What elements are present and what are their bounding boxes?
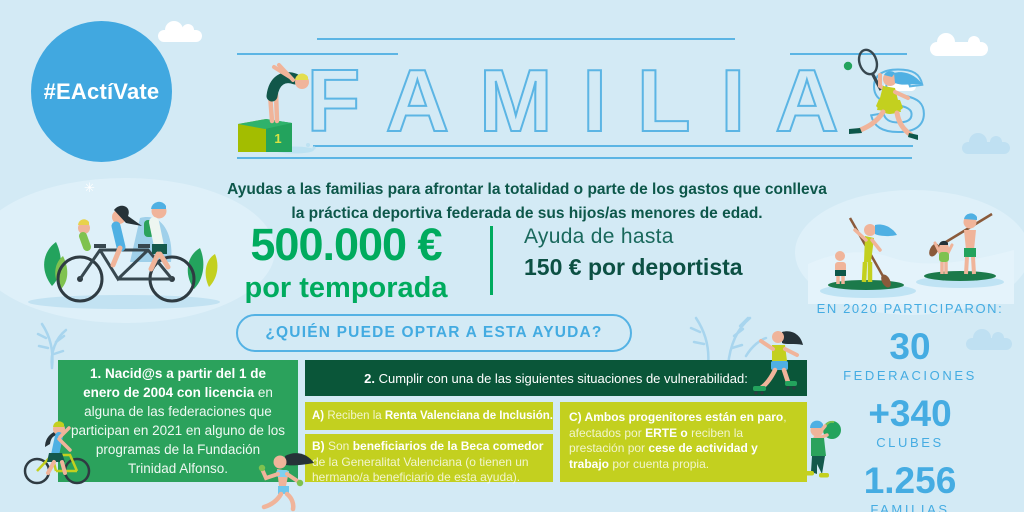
condition-2-text: 2. Cumplir con una de las siguientes sit… [364,371,748,386]
divider [490,226,493,295]
aid-amount: 150 € por deportista [524,254,743,280]
text-segment: 1. Nacid@s a partir del 1 de enero de 20… [83,365,266,400]
stat-label: FAMILIAS [870,502,950,512]
decorative-line [237,157,912,159]
intro-text: Ayudas a las familias para afrontar la t… [112,178,942,226]
brand-circle: #EActíVate [31,21,172,162]
tandem-bike-illustration [28,201,220,309]
stat-clubes: +340 CLUBES [806,395,1014,450]
text-segment: beneficiarios de la Beca comedor [352,439,544,453]
total-amount: 500.000 € [250,219,442,270]
text-segment: 2. [364,370,375,386]
text-segment: cese de actividad y trabajo [569,441,758,471]
text-segment: C) Ambos progenitores están en paro [569,410,784,424]
text-segment: reciben la prestación por [569,425,744,456]
block-number: 1 [274,131,281,146]
text-segment: de la Generalitat Valenciana (o tienen u… [312,454,529,485]
per-athlete-aid: Ayuda de hasta 150 € por deportista [524,225,743,281]
decorative-line [237,53,398,55]
runner-illustration [258,453,314,512]
swimmer-illustration: 1 [238,63,316,154]
option-a-box: A) Reciben la Renta Valenciana de Inclus… [305,402,553,430]
stat-value: +340 [868,393,952,434]
condition-1-box: 1. Nacid@s a partir del 1 de enero de 20… [58,360,298,482]
decorative-line [317,38,735,40]
text-segment: A) [312,409,325,422]
text-segment: Renta Valenciana de Inclusión. [384,409,553,422]
text-segment: Reciben la [324,409,385,422]
stat-familias: 1.256 FAMILIAS [806,462,1014,512]
page-title: FAMILIAS [306,50,958,151]
option-a-text: A) Reciben la Renta Valenciana de Inclus… [312,409,553,424]
option-b-box: B) Son beneficiarios de la Beca comedor … [305,434,553,484]
option-c-text: C) Ambos progenitores están en paro, afe… [569,410,798,472]
stat-label: FEDERACIONES [843,368,977,383]
text-segment: Cumplir con una de las siguientes situac… [374,370,748,386]
text-segment: B) [312,439,325,453]
tennis-player-illustration [843,48,922,140]
question-pill-text: ¿QUIÉN PUEDE OPTAR A ESTA AYUDA? [265,324,603,341]
text-segment: , afectados por [569,410,787,440]
ball-boy-illustration [804,420,841,478]
cloud-icon [158,21,202,42]
text-segment: por cuenta propia. [609,456,710,471]
stats-panel: EN 2020 PARTICIPARON: 30 FEDERACIONES +3… [806,301,1014,512]
question-pill: ¿QUIÉN PUEDE OPTAR A ESTA AYUDA? [236,314,632,352]
cloud-icon [966,329,1012,350]
text-segment: ERTE o [645,425,688,440]
decorative-line [313,145,913,147]
skater-illustration [753,331,803,395]
plant-icon [36,322,68,370]
option-b-text: B) Son beneficiarios de la Beca comedor … [312,439,546,486]
stat-federaciones: 30 FEDERACIONES [806,328,1014,383]
stat-value: 30 [889,326,931,367]
aid-prefix: Ayuda de hasta [524,225,674,248]
intro-line-2: la práctica deportiva federada de sus hi… [291,205,763,223]
total-period: por temporada [244,272,448,304]
option-c-box: C) Ambos progenitores están en paro, afe… [560,402,807,482]
cloud-icon [930,33,988,56]
stat-value: 1.256 [863,460,957,501]
sparkle-icon: ✳ [84,180,95,195]
text-segment: Son [324,439,353,453]
condition-2-header-box: 2. Cumplir con una de las siguientes sit… [305,360,807,396]
cyclist-illustration [23,421,91,485]
stat-label: CLUBES [876,435,944,450]
paddleboard-illustration [808,212,1014,304]
condition-1-text: 1. Nacid@s a partir del 1 de enero de 20… [71,364,285,479]
brand-hashtag: #EActíVate [43,78,160,104]
intro-line-1: Ayudas a las familias para afrontar la t… [227,181,827,198]
stats-caption: EN 2020 PARTICIPARON: [816,301,1004,316]
text-segment: en alguna de las federaciones que partic… [71,384,285,477]
cloud-icon [962,133,1010,154]
total-funding: 500.000 € por temporada [218,219,474,305]
decorative-line [790,53,907,55]
